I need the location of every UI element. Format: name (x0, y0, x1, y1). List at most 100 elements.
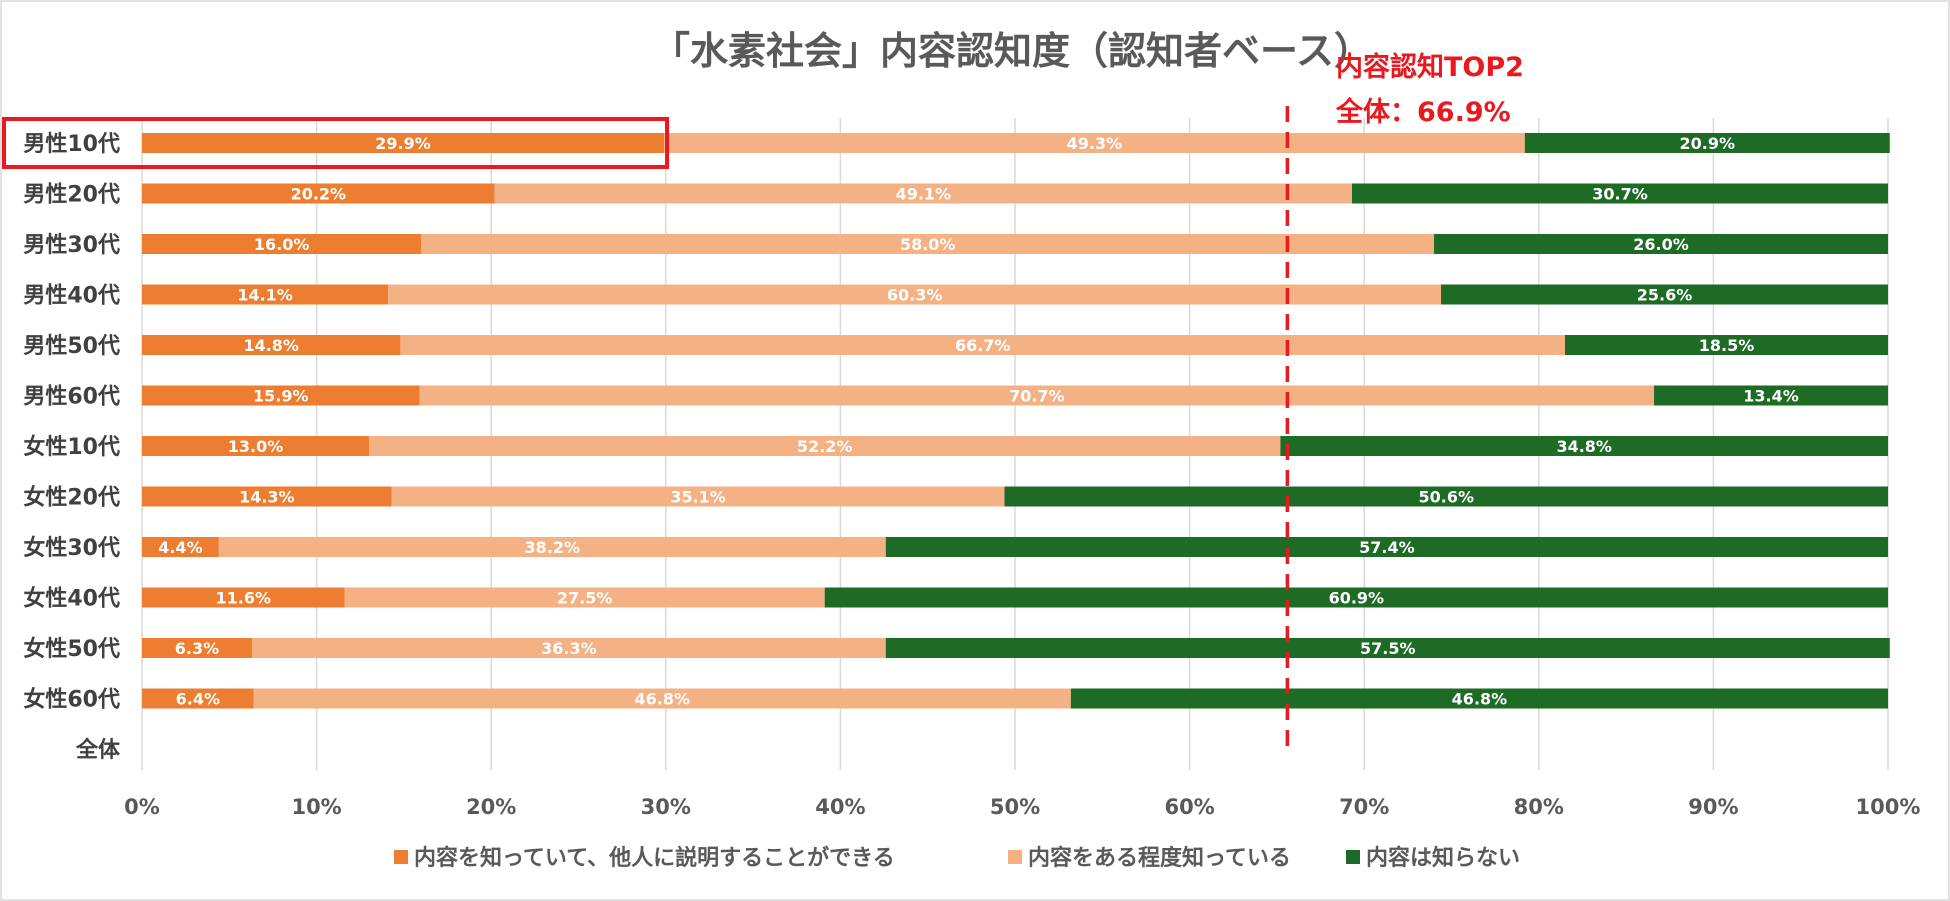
bar-segment (142, 587, 345, 608)
data-label: 30.7% (1592, 185, 1648, 204)
data-label-layer: 29.9% 49.3% 20.9% 20.2% 49.1% 30.7% 16.0% 58.0%… (158, 134, 1799, 709)
data-label: 46.8% (1452, 690, 1508, 709)
data-label: 34.8% (1556, 437, 1612, 456)
x-tick-label: 20% (466, 795, 516, 819)
category-label: 女性40代 (23, 586, 120, 612)
bar-segment (824, 587, 1888, 608)
annotation-line-2: 全体：66.9% (1335, 96, 1511, 128)
data-label: 27.5% (557, 589, 613, 608)
bar-segment (142, 537, 219, 557)
bar-segment (421, 234, 1435, 254)
x-tick-label: 50% (990, 795, 1040, 819)
x-tick-label: 70% (1339, 795, 1389, 819)
bar-segment (142, 688, 254, 709)
bar-segment (142, 183, 495, 204)
bar-segment (885, 638, 1890, 658)
data-label: 16.0% (254, 235, 310, 254)
data-label: 66.7% (955, 336, 1011, 355)
bar-segment (142, 335, 401, 355)
data-label: 11.6% (216, 589, 272, 608)
x-tick-layer: 0% 10% 20% 30% 40% 50% 60% 70% 80% 90% 100% (124, 795, 1920, 819)
category-label: 男性50代 (23, 334, 120, 359)
category-label: 女性30代 (23, 535, 120, 561)
data-label: 38.2% (525, 538, 581, 557)
category-label: 男性20代 (23, 183, 120, 208)
bar-segment (218, 537, 886, 557)
category-label: 女性10代 (23, 434, 120, 460)
bar-segment (253, 688, 1071, 709)
bar-segment (1524, 133, 1890, 153)
data-label: 49.1% (896, 185, 952, 204)
bar-segment (1070, 688, 1888, 709)
data-label: 36.3% (541, 639, 597, 658)
x-tick-label: 100% (1856, 795, 1921, 819)
data-label: 6.4% (176, 690, 220, 709)
chart-title: 「水素社会」内容認知度（認知者ベース） (652, 29, 1372, 73)
data-label: 57.5% (1360, 639, 1416, 658)
bar-segment (1564, 335, 1888, 355)
data-label: 52.2% (797, 437, 853, 456)
data-label: 14.3% (239, 488, 295, 507)
bar-segment (1654, 385, 1888, 406)
x-tick-label: 40% (815, 795, 865, 819)
highlight-box (2, 117, 670, 169)
data-label: 15.9% (253, 387, 309, 406)
category-label: 男性40代 (23, 284, 120, 309)
data-label: 49.3% (1067, 134, 1123, 153)
bar-segment (142, 234, 422, 254)
data-label: 57.4% (1359, 538, 1415, 557)
data-label: 26.0% (1633, 235, 1689, 254)
bar-segment (142, 284, 389, 305)
bar-segment (664, 133, 1525, 153)
bar-segment (142, 486, 392, 507)
legend-label: 内容をある程度知っている (1028, 845, 1291, 871)
data-label: 60.9% (1329, 589, 1385, 608)
x-tick-label: 30% (641, 795, 691, 819)
legend-label: 内容を知っていて、他人に説明することができる (414, 845, 895, 871)
bar-segment (142, 133, 665, 153)
data-label: 4.4% (158, 538, 202, 557)
category-label: 女性60代 (23, 687, 120, 713)
bar-segment (142, 638, 252, 658)
category-label: 女性50代 (23, 636, 120, 662)
bar-segment (885, 537, 1888, 557)
data-label: 13.4% (1743, 387, 1799, 406)
category-label: 男性30代 (23, 233, 120, 258)
data-label: 18.5% (1699, 336, 1755, 355)
bar-segment (1351, 183, 1888, 204)
x-tick-label: 80% (1514, 795, 1564, 819)
data-label: 58.0% (900, 235, 956, 254)
data-label: 20.9% (1680, 134, 1736, 153)
annotation-layer: 内容認知TOP2 全体：66.9% (1285, 51, 1524, 746)
legend-swatch (394, 850, 408, 864)
legend-swatch (1008, 850, 1022, 864)
data-label: 70.7% (1009, 387, 1065, 406)
x-tick-label: 0% (124, 795, 160, 819)
bar-layer (142, 133, 1890, 709)
bar-segment (368, 436, 1281, 456)
legend-swatch (1346, 850, 1360, 864)
bar-segment (419, 385, 1655, 406)
bar-segment (1004, 486, 1888, 507)
bar-segment (251, 638, 886, 658)
bar-segment (388, 284, 1442, 305)
data-label: 14.1% (237, 286, 293, 305)
category-label: 女性20代 (23, 485, 120, 511)
bar-segment (391, 486, 1005, 507)
x-tick-label: 10% (291, 795, 341, 819)
category-label: 男性60代 (23, 385, 120, 410)
data-label: 13.0% (228, 437, 284, 456)
data-label: 50.6% (1419, 488, 1475, 507)
legend-label: 内容は知らない (1366, 845, 1520, 871)
annotation-line-1: 内容認知TOP2 (1336, 51, 1524, 83)
data-label: 29.9% (375, 134, 431, 153)
data-label: 60.3% (887, 286, 943, 305)
data-label: 14.8% (243, 336, 299, 355)
bar-segment (1434, 234, 1888, 254)
data-label: 20.2% (291, 185, 347, 204)
x-tick-label: 60% (1164, 795, 1214, 819)
bar-segment (142, 385, 420, 406)
bar-segment (142, 436, 369, 456)
